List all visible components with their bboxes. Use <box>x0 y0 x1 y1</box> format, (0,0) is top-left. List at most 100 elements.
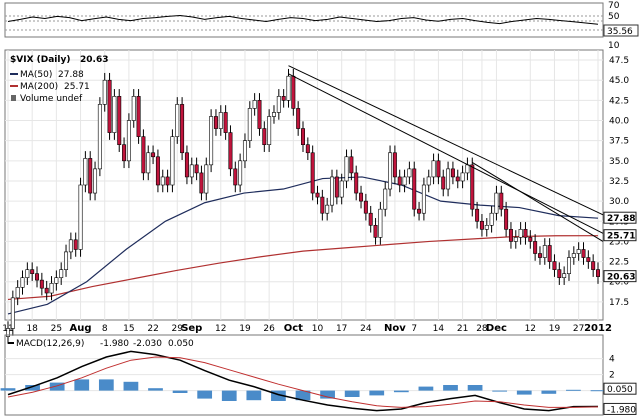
candle-body <box>513 237 518 242</box>
macd-tag-box <box>603 402 637 415</box>
candle-body <box>97 104 102 170</box>
rsi-panel: 70 50 10 35.56 <box>4 1 639 51</box>
candle-body <box>180 104 185 154</box>
candle-body <box>204 164 209 194</box>
candle-body <box>494 192 499 214</box>
x-tick-label: Aug <box>70 323 92 334</box>
candle-body <box>368 212 373 226</box>
candle-body <box>136 96 141 137</box>
candle-body <box>184 152 189 178</box>
macd-signal-line <box>7 356 599 408</box>
candle-body <box>426 176 431 186</box>
x-tick-label: 12 <box>525 324 536 334</box>
candle-body <box>504 208 509 230</box>
volume-legend-swatch <box>11 95 16 101</box>
macd-line <box>7 350 599 412</box>
trendline-1 <box>288 73 604 234</box>
candle-body <box>281 96 286 101</box>
candle-body <box>566 257 571 274</box>
candle-body <box>286 75 291 101</box>
candle-body <box>523 229 528 238</box>
candle-body <box>571 253 576 258</box>
candle-body <box>59 269 64 278</box>
x-tick-label: 12 <box>215 324 226 334</box>
candle-body <box>392 152 397 178</box>
candle-body <box>533 241 538 254</box>
candle-body <box>339 180 344 198</box>
candle-body <box>44 287 49 294</box>
x-tick-label: 15 <box>123 324 134 334</box>
candle-body <box>421 184 426 214</box>
ma50-legend-value: 27.88 <box>58 70 84 80</box>
rsi-line <box>7 14 599 25</box>
price-tag-box <box>603 211 637 224</box>
candle-body <box>107 79 112 133</box>
candle-body <box>441 176 446 190</box>
x-tick-label: 22 <box>147 324 158 334</box>
candle-body <box>218 112 223 129</box>
candle-body <box>88 158 93 194</box>
macd-legend-hist-value: 0.050 <box>168 339 194 349</box>
candle-body <box>475 208 480 222</box>
candle-body <box>209 116 214 166</box>
candle-body <box>146 152 151 174</box>
x-tick-label: 8 <box>102 324 108 334</box>
macd-tag-label: 0.050 <box>607 385 633 395</box>
y-tick-label: 37.5 <box>609 137 629 147</box>
candle-body <box>39 279 44 289</box>
candle-body <box>412 168 417 210</box>
macd-y-tick-label: 2 <box>609 371 615 381</box>
candle-body <box>547 245 552 262</box>
candle-body <box>383 188 388 210</box>
candle-body <box>557 269 562 278</box>
x-tick-label: 27 <box>573 324 584 334</box>
ma200-legend-label: MA(200) <box>20 82 58 92</box>
candle-body <box>363 200 368 214</box>
x-tick-label: Dec <box>486 323 507 334</box>
price-tag-label: 20.63 <box>607 273 635 283</box>
macd-histogram-bar <box>271 390 286 401</box>
ma200-legend-value: 25.71 <box>64 82 90 92</box>
candle-body <box>305 144 310 154</box>
macd-tag-label: -1.980 <box>607 405 636 415</box>
y-tick-label: 20.0 <box>609 278 629 288</box>
y-tick-label: 47.5 <box>609 56 629 66</box>
macd-histogram-bar <box>74 379 90 391</box>
candle-body <box>64 251 69 270</box>
candle-body <box>296 108 301 129</box>
macd-legend-macd-value: -1.980 <box>100 339 129 349</box>
x-tick-label: 28 <box>476 324 488 334</box>
candle-body <box>397 176 402 186</box>
candle-body <box>30 269 35 274</box>
x-tick-label: 26 <box>263 324 275 334</box>
macd-legend-label: MACD(12,26,9) <box>16 339 84 349</box>
candle-body <box>479 220 484 230</box>
macd-histogram-bar <box>221 390 237 401</box>
y-tick-label: 40.0 <box>609 117 629 127</box>
candle-body <box>591 261 596 270</box>
candle-body <box>499 192 504 210</box>
macd-histogram-bar <box>492 390 508 392</box>
rsi-value-tag-box <box>603 24 639 37</box>
candle-body <box>73 239 78 250</box>
y-tick-label: 42.5 <box>609 96 629 106</box>
candle-body <box>465 164 470 174</box>
candle-body <box>325 204 330 214</box>
candle-body <box>223 112 228 133</box>
price-panel-frame <box>4 49 604 321</box>
candle-body <box>78 184 83 250</box>
candle-body <box>68 239 73 253</box>
candle-body <box>252 100 257 109</box>
x-tick-label: Nov <box>384 323 406 334</box>
candle-body <box>455 176 460 182</box>
x-tick-label: 18 <box>26 324 38 334</box>
candle-body <box>267 116 272 145</box>
candle-body <box>489 212 494 226</box>
candle-body <box>49 283 54 294</box>
candle-body <box>160 176 165 186</box>
x-tick-label: Oct <box>284 323 303 334</box>
trendline-0 <box>288 65 604 216</box>
macd-histogram-bar <box>541 390 557 394</box>
candle-body <box>170 136 175 186</box>
macd-histogram-bar <box>0 388 16 391</box>
